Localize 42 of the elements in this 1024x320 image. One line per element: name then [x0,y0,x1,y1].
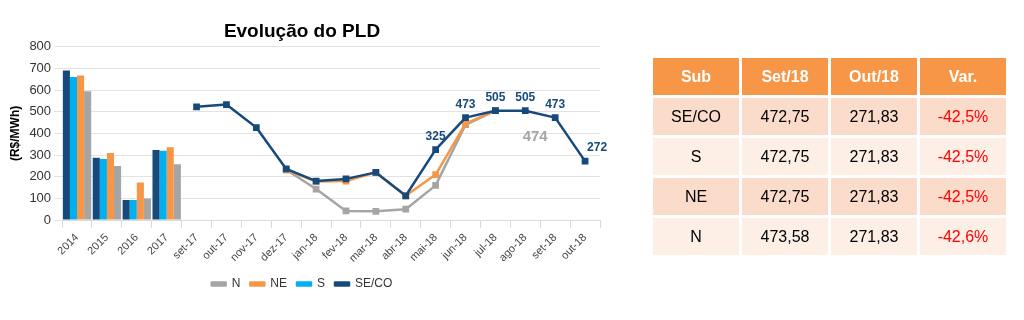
text: 472,75 [760,147,810,165]
y-tick-label: 600 [29,81,52,97]
y-tick-label: 400 [29,124,52,140]
y-tick-label: 800 [29,38,52,54]
legend-label: NE [270,276,287,291]
text: -42,6% [937,227,989,245]
y-tick-label: 100 [29,189,52,205]
text: 271,83 [849,107,899,125]
category-label: Set/18 [742,58,828,95]
text: 473,58 [760,227,810,245]
text: -42,5% [937,107,989,125]
data-label: 505 [515,89,536,104]
text: -42,5% [937,147,989,165]
category-label: Sub [653,58,739,95]
text: 472,75 [760,107,810,125]
text: -42,5% [937,187,989,205]
data-label: 325 [425,128,446,143]
category-label: Out/18 [831,58,917,95]
text: 271,83 [849,187,899,205]
y-tick-label: 200 [29,168,52,184]
y-tick-label: 300 [29,146,52,162]
data-label: 473 [545,96,566,111]
text: 271,83 [849,227,899,245]
y-tick-label: 700 [29,60,52,76]
data-label: 272 [587,140,608,155]
y-axis-title: (R$/MWh) [7,105,22,162]
legend-label: SE/CO [355,276,393,291]
y-tick-label: 500 [29,103,52,119]
category-label: NE [684,187,708,205]
category-label: S [690,147,702,165]
data-label: 473 [455,96,476,111]
category-label: N [690,227,702,245]
category-label: Var. [920,58,1006,95]
legend-label: S [317,276,326,291]
data-label: 505 [485,89,506,104]
legend-label: N [231,276,241,291]
annotation: 474 [522,127,549,145]
y-tick-label: 0 [43,211,52,227]
category-label: SE/CO [671,107,721,125]
chart-title: Evolução do PLD [223,19,381,41]
text: 271,83 [849,147,899,165]
text: 472,75 [760,187,810,205]
